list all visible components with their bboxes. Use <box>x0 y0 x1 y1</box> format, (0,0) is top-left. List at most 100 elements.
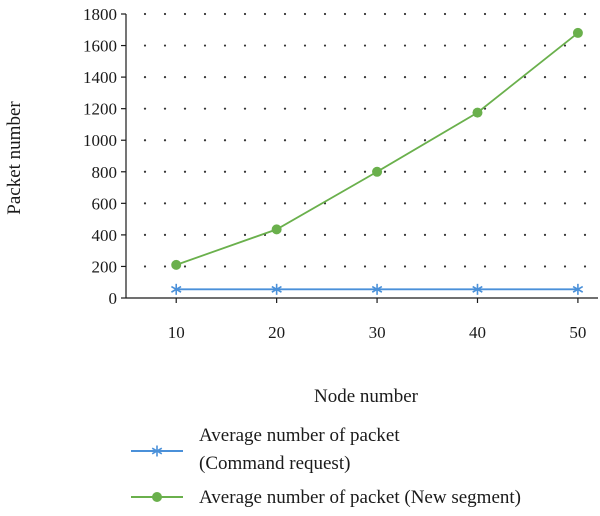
grid-dot <box>543 12 547 16</box>
grid-dot <box>363 233 367 236</box>
grid-dot <box>143 76 147 79</box>
grid-dot <box>303 107 307 110</box>
grid-dot <box>563 170 567 173</box>
grid-dot <box>403 107 407 110</box>
grid-dot <box>383 139 387 142</box>
grid-dot <box>283 12 287 16</box>
grid-dot <box>483 265 487 268</box>
grid-dot <box>223 202 227 205</box>
grid-dot <box>303 12 307 16</box>
data-point <box>472 283 483 295</box>
grid-dot <box>363 107 367 110</box>
grid-dot <box>183 170 187 173</box>
grid-dot <box>423 170 427 173</box>
grid-dot <box>363 265 367 268</box>
grid-dot <box>163 76 167 79</box>
grid-dot <box>443 44 447 47</box>
grid-dot <box>303 44 307 47</box>
grid-dot <box>463 202 467 205</box>
grid-dot <box>183 202 187 205</box>
grid-dot <box>283 76 287 79</box>
grid-dot <box>383 265 387 268</box>
grid-dot <box>323 12 327 16</box>
grid-dot <box>423 265 427 268</box>
grid-dot <box>223 12 227 16</box>
grid-dot <box>463 170 467 173</box>
grid-dot <box>463 76 467 79</box>
grid-dot <box>483 76 487 79</box>
grid-dot <box>243 170 247 173</box>
grid-dot <box>363 12 367 16</box>
grid-dot <box>343 202 347 205</box>
grid-dot <box>203 12 207 16</box>
grid-dot <box>263 107 267 110</box>
x-axis-title: Node number <box>314 386 419 407</box>
grid-dot <box>203 233 207 236</box>
grid-dot <box>143 44 147 47</box>
x-tick-label: 50 <box>569 323 586 342</box>
grid-dot <box>563 76 567 79</box>
grid-dot <box>343 265 347 268</box>
grid-dot <box>343 44 347 47</box>
legend-marker-new-segment <box>152 492 162 502</box>
grid-dot <box>403 44 407 47</box>
grid-dot <box>243 265 247 268</box>
grid-dot <box>523 44 527 47</box>
grid-dot <box>263 170 267 173</box>
grid-dot <box>543 44 547 47</box>
grid-dot <box>383 170 387 173</box>
legend-label-command-request-line1: Average number of packet <box>199 425 400 446</box>
grid-dot <box>563 202 567 205</box>
grid-dot <box>163 202 167 205</box>
grid-dot <box>483 170 487 173</box>
grid-dot <box>583 12 587 16</box>
data-point <box>472 107 483 118</box>
grid-dot <box>163 139 167 142</box>
grid-dot <box>523 265 527 268</box>
grid-dot <box>543 170 547 173</box>
grid-dot <box>323 139 327 142</box>
grid-dot <box>343 107 347 110</box>
grid-dot <box>443 170 447 173</box>
grid-dot <box>423 76 427 79</box>
grid-dot <box>203 265 207 268</box>
grid-dot <box>583 170 587 173</box>
grid-dot <box>383 12 387 16</box>
grid-dot <box>183 76 187 79</box>
grid-dot <box>183 265 187 268</box>
grid-dot <box>223 170 227 173</box>
grid-dot <box>323 76 327 79</box>
grid-dot <box>563 44 567 47</box>
grid-dot <box>343 170 347 173</box>
grid-dot <box>323 170 327 173</box>
data-point <box>171 283 182 295</box>
grid-dot <box>523 233 527 236</box>
grid-dot <box>203 107 207 110</box>
grid-dot <box>583 202 587 205</box>
grid-dot <box>423 139 427 142</box>
grid-dot <box>383 76 387 79</box>
grid-dot <box>503 170 507 173</box>
grid-dot <box>323 233 327 236</box>
grid-dot <box>223 265 227 268</box>
grid-dot <box>483 44 487 47</box>
grid-dot <box>323 107 327 110</box>
grid-dot <box>523 107 527 110</box>
y-tick-label: 200 <box>92 257 118 276</box>
grid-dot <box>383 107 387 110</box>
grid-dot <box>143 265 147 268</box>
grid-dot <box>443 202 447 205</box>
grid-dot <box>443 233 447 236</box>
grid-dot <box>143 233 147 236</box>
grid-dot <box>223 139 227 142</box>
grid-dot <box>583 76 587 79</box>
grid-dot <box>163 170 167 173</box>
axes <box>125 14 598 299</box>
grid-dot <box>363 44 367 47</box>
grid-dot <box>363 139 367 142</box>
grid-dot <box>203 139 207 142</box>
grid-dot <box>143 12 147 16</box>
grid-dot <box>163 44 167 47</box>
grid-dot <box>163 12 167 16</box>
grid-dot <box>483 202 487 205</box>
